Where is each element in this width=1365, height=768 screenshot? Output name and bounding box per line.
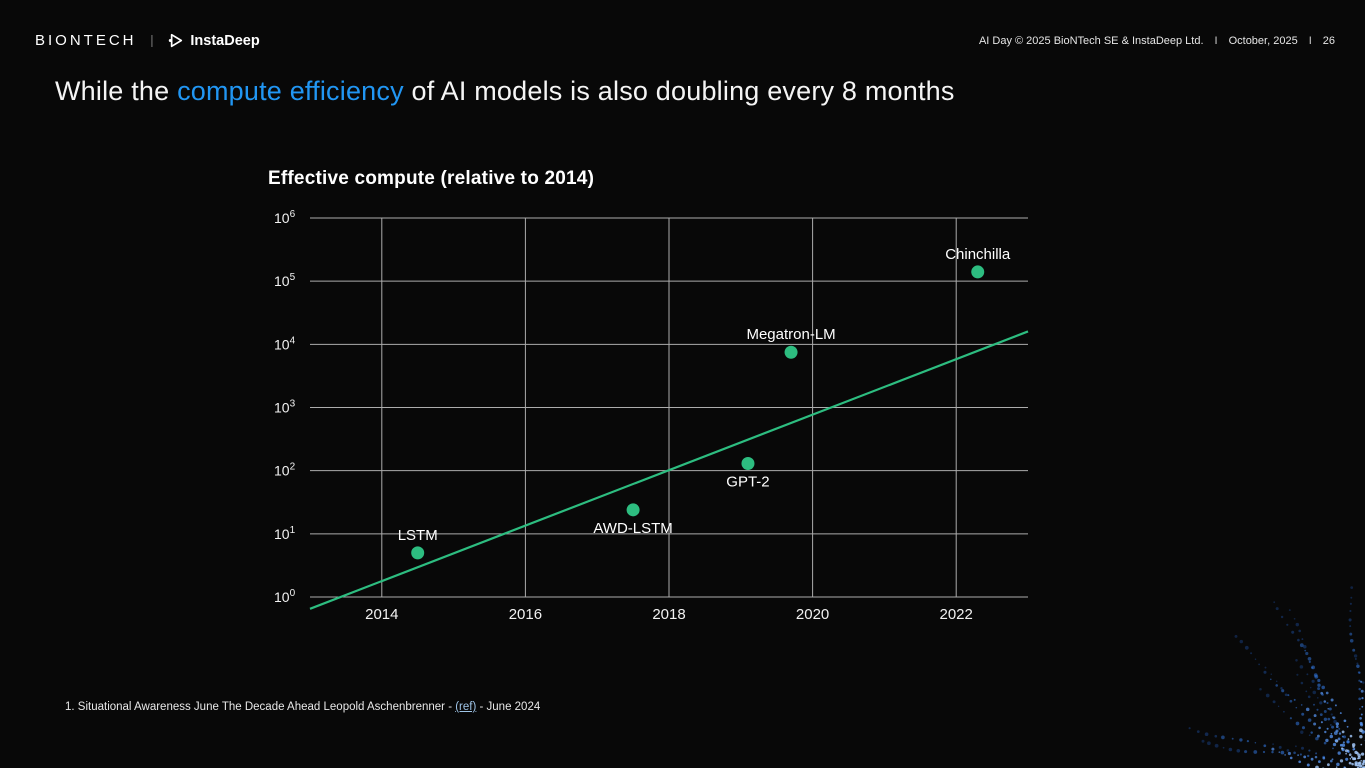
point-LSTM: LSTM bbox=[398, 527, 438, 560]
x-tick-label: 2022 bbox=[940, 606, 973, 623]
slide-title-pre: While the bbox=[55, 76, 178, 106]
footnote: 1. Situational Awareness June The Decade… bbox=[65, 701, 540, 713]
meta-copyright: AI Day © 2025 BioNTech SE & InstaDeep Lt… bbox=[978, 34, 1204, 47]
slide-meta: AI Day © 2025 BioNTech SE & InstaDeep Lt… bbox=[979, 35, 1335, 47]
x-tick-label: 2018 bbox=[652, 606, 685, 623]
compute-chart: 100 101 102 103 104 105 106 2014 2016 2018 2020 202… bbox=[274, 209, 1029, 623]
trend-line bbox=[309, 330, 1029, 610]
y-tick-label: 103 bbox=[274, 399, 296, 416]
logo-divider: | bbox=[150, 33, 154, 48]
logo-group: BIONTECH | InstaDeep bbox=[35, 32, 260, 49]
y-tick-label: 102 bbox=[274, 462, 296, 479]
header: BIONTECH | InstaDeep AI Day © 2025 BioNT… bbox=[35, 32, 1335, 49]
instadeep-play-icon bbox=[169, 33, 183, 48]
footnote-ref-link[interactable]: (ref) bbox=[455, 701, 477, 713]
compute-chart-section: Effective compute (relative to 2014) 100… bbox=[268, 168, 1048, 648]
data-dot bbox=[971, 265, 985, 279]
meta-separator: I bbox=[1214, 34, 1218, 47]
data-dot bbox=[784, 345, 798, 359]
data-dot bbox=[411, 546, 425, 560]
biontech-logo: BIONTECH bbox=[35, 32, 137, 49]
page-number: 26 bbox=[1322, 34, 1335, 47]
slide-title-highlight: compute efficiency bbox=[177, 76, 404, 106]
y-axis-labels: 100 101 102 103 104 105 106 bbox=[274, 209, 296, 605]
instadeep-logo-text: InstaDeep bbox=[190, 32, 260, 49]
point-Megatron-LM: Megatron-LM bbox=[746, 326, 836, 359]
point-Chinchilla: Chinchilla bbox=[945, 246, 1011, 279]
footnote-pre: 1. Situational Awareness June The Decade… bbox=[65, 701, 456, 713]
meta-separator: I bbox=[1308, 34, 1312, 47]
slide-title: While the compute efficiency of AI model… bbox=[55, 76, 955, 107]
data-point-label: GPT-2 bbox=[726, 473, 769, 490]
data-point-label: Chinchilla bbox=[945, 246, 1011, 263]
data-point-label: Megatron-LM bbox=[746, 326, 835, 343]
point-GPT-2: GPT-2 bbox=[726, 456, 770, 490]
point-AWD-LSTM: AWD-LSTM bbox=[593, 503, 673, 537]
x-tick-label: 2016 bbox=[509, 606, 542, 623]
instadeep-logo: InstaDeep bbox=[167, 32, 260, 49]
decorative-particles bbox=[1188, 586, 1365, 768]
gridlines bbox=[310, 217, 1028, 598]
data-point-label: LSTM bbox=[398, 527, 438, 544]
footnote-post: - June 2024 bbox=[476, 701, 541, 713]
chart-title: Effective compute (relative to 2014) bbox=[268, 168, 595, 189]
y-tick-label: 104 bbox=[274, 335, 296, 352]
x-tick-label: 2014 bbox=[365, 606, 398, 623]
slide-title-post: of AI models is also doubling every 8 mo… bbox=[403, 76, 955, 106]
y-tick-label: 100 bbox=[274, 588, 296, 605]
meta-date: October, 2025 bbox=[1228, 34, 1298, 47]
data-point-label: AWD-LSTM bbox=[593, 520, 672, 537]
data-dot bbox=[741, 456, 755, 470]
y-tick-label: 106 bbox=[274, 209, 296, 226]
x-tick-label: 2020 bbox=[796, 606, 829, 623]
y-tick-label: 101 bbox=[274, 525, 296, 542]
data-dot bbox=[626, 503, 640, 517]
y-tick-label: 105 bbox=[274, 272, 296, 289]
x-axis-labels: 2014 2016 2018 2020 2022 bbox=[365, 606, 973, 623]
